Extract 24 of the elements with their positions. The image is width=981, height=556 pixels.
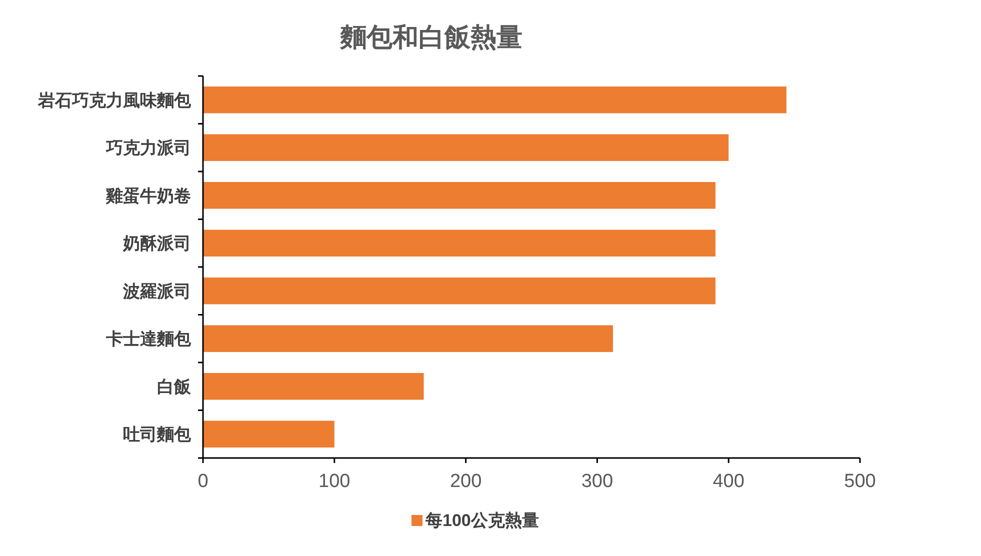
y-tick-label: 卡士達麵包 [105,330,192,349]
y-tick-label: 白飯 [157,377,192,396]
x-tick-label: 500 [844,471,876,492]
legend-label: 每100公克熱量 [424,511,539,530]
bar [203,373,424,400]
x-tick-label: 100 [318,471,350,492]
x-tick-label: 400 [712,471,744,492]
chart-title: 麵包和白飯熱量 [340,22,522,52]
bar [203,278,716,304]
y-tick-label: 巧克力派司 [105,138,191,158]
bar [203,182,716,209]
bar [203,230,716,256]
x-tick-label: 0 [198,471,208,492]
x-tick-label: 300 [581,471,614,492]
y-tick-label: 奶酥派司 [122,234,191,254]
x-tick-label: 200 [450,471,482,492]
bar [203,420,334,448]
y-tick-label: 雞蛋牛奶卷 [105,186,191,206]
bar [203,134,729,161]
y-tick-label: 岩石巧克力風味麵包 [37,90,192,110]
y-tick-label: 波羅派司 [122,282,191,301]
y-tick-label: 吐司麵包 [123,425,192,444]
bar [203,86,786,114]
bar [203,325,613,352]
